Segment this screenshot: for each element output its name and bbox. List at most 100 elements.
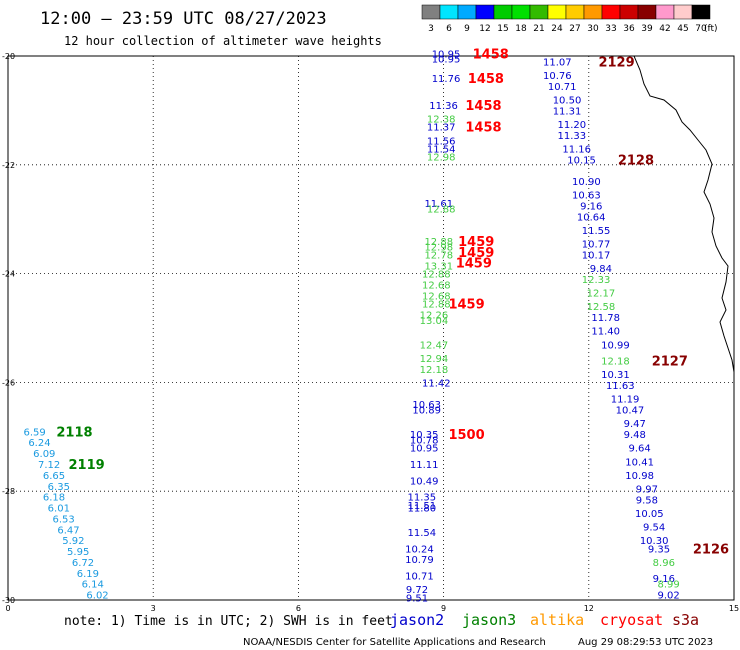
note-text: note: 1) Time is in UTC; 2) SWH is in fe… <box>64 614 393 629</box>
satellite-label-altika: altika <box>530 611 584 629</box>
legend-color-swatch <box>619 4 639 20</box>
wave-height-value: 11.37 <box>427 123 456 134</box>
legend-tick-label: 6 <box>446 24 452 34</box>
legend-color-swatch <box>637 4 657 20</box>
wave-height-value: 12.17 <box>587 289 616 300</box>
pass-labels: 1458145814581458145914591459145915002129… <box>56 47 729 557</box>
x-tick-label: 12 <box>584 604 594 613</box>
wave-height-value: 9.51 <box>406 593 428 604</box>
wave-height-value: 11.80 <box>407 504 436 515</box>
wave-height-value: 10.78 <box>410 436 439 447</box>
y-tick-label: -22 <box>2 161 15 170</box>
pass-time-label: 1458 <box>465 99 501 114</box>
wave-height-value: 10.63 <box>572 191 601 202</box>
color-scale-legend: 3 6 9 12 15 18 21 24 27 30 33 36 39 42 45 70 <box>421 4 711 34</box>
wave-height-value: 10.17 <box>582 251 611 262</box>
wave-height-value: 12.88 <box>422 300 451 311</box>
wave-height-value: 10.64 <box>577 212 606 223</box>
wave-height-value: 12.38 <box>427 115 456 126</box>
footer-source: NOAA/NESDIS Center for Satellite Applica… <box>243 637 546 648</box>
pass-time-label: 2126 <box>693 542 729 557</box>
wave-height-value: 11.35 <box>407 493 436 504</box>
legend-tick-label: 33 <box>605 24 616 34</box>
wave-height-value: 12.47 <box>420 340 449 351</box>
legend-color-swatch <box>439 4 459 20</box>
wave-height-value: 10.90 <box>572 177 601 188</box>
legend-tick-label: 3 <box>428 24 434 34</box>
wave-height-value: 12.88 <box>422 270 451 281</box>
pass-time-label: 1458 <box>473 47 509 62</box>
y-tick-label: -30 <box>2 596 15 605</box>
wave-height-value: 6.24 <box>28 438 50 449</box>
wave-height-value: 9.84 <box>590 264 612 275</box>
wave-height-value: 12.68 <box>422 291 451 302</box>
wave-height-value: 6.35 <box>48 482 70 493</box>
satellite-label-jason3: jason3 <box>462 611 516 629</box>
y-tick-label: -28 <box>2 487 15 496</box>
wave-height-value: 10.79 <box>405 555 434 566</box>
legend-color-swatch <box>529 4 549 20</box>
wave-height-value: 9.02 <box>658 591 680 602</box>
legend-tick-label: 70 <box>695 24 707 34</box>
wave-height-value: 11.31 <box>553 106 582 117</box>
x-tick-label: 6 <box>296 604 301 613</box>
wave-height-value: 11.76 <box>432 74 461 85</box>
wave-height-value: 5.95 <box>67 547 89 558</box>
wave-height-value: 10.50 <box>553 96 582 107</box>
wave-height-value: 10.15 <box>567 155 596 166</box>
x-tick-label: 3 <box>151 604 156 613</box>
wave-height-value: 11.51 <box>407 501 436 512</box>
pass-time-label: 2119 <box>69 458 105 473</box>
wave-height-value: 9.72 <box>406 585 428 596</box>
plot-area <box>7 55 735 601</box>
wave-height-value: 10.95 <box>432 55 461 66</box>
pass-time-label: 2129 <box>598 55 634 70</box>
legend-color-swatch <box>583 4 603 20</box>
wave-height-value: 12.68 <box>422 280 451 291</box>
pass-time-label: 1458 <box>465 121 501 136</box>
legend-color-swatch <box>655 4 675 20</box>
satellite-label-cryosat: cryosat <box>600 611 663 629</box>
chart-subtitle: 12 hour collection of altimeter wave hei… <box>64 34 382 48</box>
wave-height-value: 12.33 <box>582 275 611 286</box>
legend-tick-label: 36 <box>623 24 635 34</box>
wave-height-value: 10.24 <box>405 544 434 555</box>
legend-color-swatch <box>475 4 495 20</box>
legend-color-swatch <box>547 4 567 20</box>
wave-height-value: 6.01 <box>48 504 70 515</box>
x-tick-label: 9 <box>441 604 446 613</box>
wave-height-value: 10.31 <box>601 370 630 381</box>
legend-tick-label: 15 <box>497 24 508 34</box>
pass-time-label: 1458 <box>468 72 504 87</box>
legend-tick-label: 9 <box>464 24 470 34</box>
wave-height-value: 11.40 <box>591 327 620 338</box>
legend-tick-label: 45 <box>677 24 688 34</box>
wave-height-value: 6.72 <box>72 558 94 569</box>
legend-color-swatch <box>691 4 711 20</box>
data-points: 6.596.246.097.126.656.356.186.016.536.47… <box>23 49 679 604</box>
coastline <box>633 55 735 373</box>
wave-height-value: 10.63 <box>412 400 441 411</box>
wave-height-value: 12.98 <box>427 153 456 164</box>
pass-time-label: 1459 <box>448 298 484 313</box>
legend-tick-label: 42 <box>659 24 670 34</box>
wave-height-value: 10.05 <box>635 509 664 520</box>
pass-time-label: 2127 <box>652 355 688 370</box>
wave-height-value: 12.78 <box>424 251 453 262</box>
wave-height-value: 12.88 <box>427 204 456 215</box>
wave-height-value: 6.53 <box>53 514 75 525</box>
wave-height-value: 13.04 <box>420 316 449 327</box>
pass-time-label: 1459 <box>458 235 494 250</box>
wave-height-value: 10.47 <box>616 406 645 417</box>
wave-height-value: 10.30 <box>640 536 669 547</box>
wave-height-value: 6.09 <box>33 449 55 460</box>
pass-time-label: 1500 <box>448 428 484 443</box>
legend-tick-label: 27 <box>569 24 580 34</box>
legend-unit: (ft) <box>704 24 718 34</box>
x-tick-label: 0 <box>5 604 10 613</box>
wave-height-value: 12.58 <box>587 302 616 313</box>
wave-height-value: 10.77 <box>582 240 611 251</box>
wave-height-value: 10.71 <box>405 572 434 583</box>
legend-color-swatch <box>601 4 621 20</box>
wave-height-value: 11.33 <box>558 131 587 142</box>
